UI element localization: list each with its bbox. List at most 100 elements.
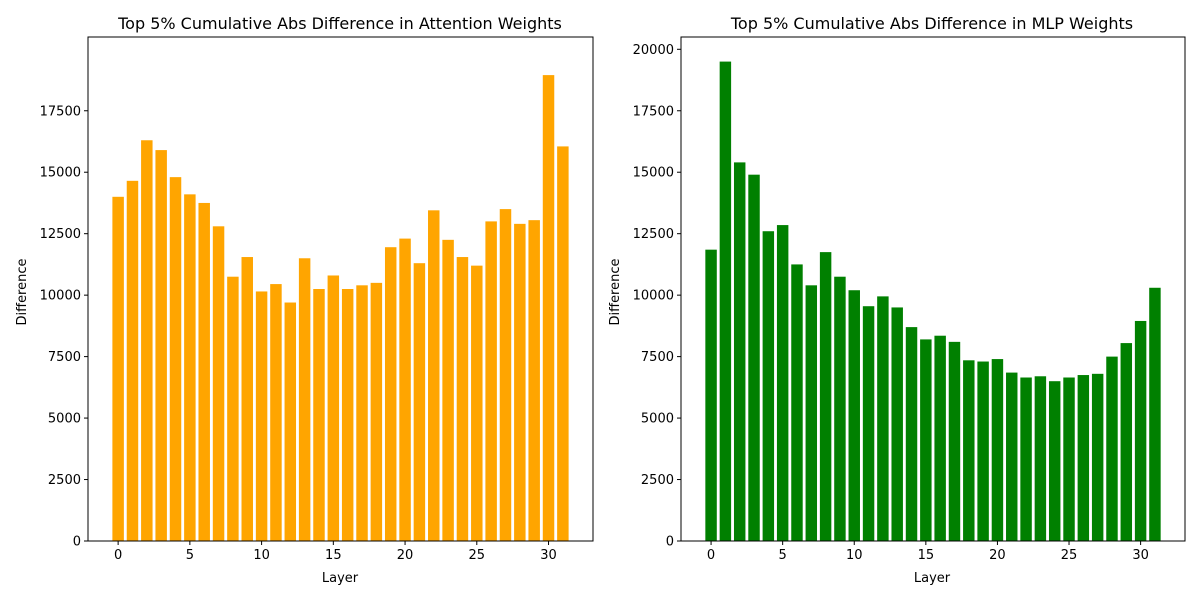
y-axis-ticks: 0 2500 5000 7500 10000 12500 15000 17500 20000 (633, 43, 681, 550)
y-axis-ticks: 0 2500 5000 7500 10000 12500 15000 17500 (40, 104, 88, 550)
bar-layer-16 (934, 335, 946, 541)
bar-layer-24 (456, 257, 469, 541)
y-tick-label: 5000 (48, 412, 81, 427)
bar-layer-19 (977, 361, 989, 541)
x-tick-label: 25 (469, 548, 486, 563)
chart-title: Top 5% Cumulative Abs Difference in Atte… (117, 14, 562, 33)
bar-layer-15 (920, 339, 932, 541)
bar-layer-4 (169, 177, 182, 541)
x-axis-label: Layer (914, 571, 951, 586)
bar-layer-23 (442, 239, 454, 541)
x-axis-ticks: 0 5 10 15 20 25 30 (707, 541, 1149, 563)
bar-layer-6 (198, 202, 210, 541)
bar-layer-28 (514, 223, 526, 541)
x-tick-label: 10 (846, 548, 863, 563)
y-tick-label: 12500 (633, 227, 674, 242)
y-tick-label: 17500 (40, 104, 81, 119)
bar-layer-24 (1048, 381, 1061, 541)
x-tick-label: 5 (186, 548, 194, 563)
bar-layer-17 (356, 285, 368, 541)
attention-weights-chart: Top 5% Cumulative Abs Difference in Atte… (15, 14, 594, 586)
bar-layer-23 (1034, 376, 1047, 541)
y-tick-label: 20000 (633, 43, 674, 58)
bar-layer-9 (241, 257, 253, 541)
bar-layer-6 (791, 264, 803, 541)
x-tick-label: 30 (1132, 548, 1149, 563)
bar-layer-0 (705, 249, 717, 541)
bar-layer-29 (1120, 343, 1133, 541)
bar-layer-14 (313, 289, 325, 541)
bar-layer-27 (499, 209, 512, 541)
plot-frame (87, 36, 594, 542)
x-tick-label: 30 (540, 548, 557, 563)
bar-layer-7 (805, 285, 818, 541)
bar-layer-22 (1020, 377, 1032, 541)
bar-layer-13 (891, 307, 903, 541)
x-axis-ticks: 0 5 10 15 20 25 30 (114, 541, 557, 563)
bar-layer-19 (384, 247, 397, 541)
bar-layer-16 (341, 289, 354, 541)
y-tick-label: 0 (73, 535, 81, 550)
chart-title: Top 5% Cumulative Abs Difference in MLP … (730, 14, 1133, 33)
bars (705, 61, 1161, 542)
bar-layer-10 (255, 291, 268, 541)
x-tick-label: 20 (397, 548, 414, 563)
bar-layer-31 (557, 146, 569, 541)
x-tick-label: 15 (325, 548, 342, 563)
x-tick-label: 20 (989, 548, 1006, 563)
y-tick-label: 2500 (641, 473, 674, 488)
bar-layer-8 (819, 252, 832, 541)
bars (112, 75, 569, 542)
x-tick-label: 10 (253, 548, 270, 563)
bar-layer-20 (399, 238, 411, 541)
bar-layer-5 (776, 225, 789, 541)
y-tick-label: 12500 (40, 227, 81, 242)
bar-layer-22 (428, 210, 440, 541)
bar-layer-1 (719, 61, 732, 542)
y-axis-label: Difference (608, 258, 623, 325)
bar-layer-26 (1077, 375, 1090, 541)
x-tick-label: 5 (779, 548, 787, 563)
y-tick-label: 2500 (48, 473, 81, 488)
bar-layer-21 (1006, 372, 1018, 541)
bar-layer-10 (848, 290, 860, 541)
bar-layer-5 (184, 194, 196, 541)
bar-layer-12 (877, 296, 889, 541)
y-tick-label: 15000 (633, 166, 674, 181)
bar-layer-2 (733, 162, 746, 541)
mlp-weights-chart: Top 5% Cumulative Abs Difference in MLP … (608, 14, 1186, 586)
bar-layer-31 (1149, 287, 1161, 541)
bar-layer-28 (1106, 356, 1118, 541)
bar-layer-2 (141, 140, 153, 541)
bar-layer-4 (762, 231, 775, 541)
bar-layer-1 (126, 180, 139, 541)
y-tick-label: 17500 (633, 104, 674, 119)
bar-layer-12 (284, 302, 297, 541)
bar-layer-3 (748, 174, 760, 542)
bar-layer-11 (862, 306, 875, 541)
bar-layer-30 (1134, 320, 1147, 541)
bar-layer-18 (963, 360, 975, 541)
x-tick-label: 15 (918, 548, 935, 563)
bar-layer-7 (212, 226, 225, 541)
y-tick-label: 10000 (40, 289, 81, 304)
bar-layer-15 (327, 275, 340, 541)
bar-layer-18 (370, 282, 383, 541)
x-tick-label: 0 (707, 548, 715, 563)
bar-layer-26 (485, 221, 497, 541)
x-tick-label: 0 (114, 548, 122, 563)
bar-layer-27 (1091, 373, 1104, 541)
y-tick-label: 7500 (48, 350, 81, 365)
bar-layer-14 (905, 327, 918, 541)
x-axis-label: Layer (322, 571, 359, 586)
x-tick-label: 25 (1061, 548, 1078, 563)
y-tick-label: 15000 (40, 166, 81, 181)
bar-layer-21 (413, 263, 426, 541)
bar-layer-13 (298, 258, 311, 541)
y-axis-label: Difference (15, 258, 30, 325)
bar-layer-11 (270, 284, 282, 541)
bar-layer-29 (528, 220, 540, 541)
bar-layer-9 (834, 276, 846, 541)
y-tick-label: 0 (666, 535, 674, 550)
